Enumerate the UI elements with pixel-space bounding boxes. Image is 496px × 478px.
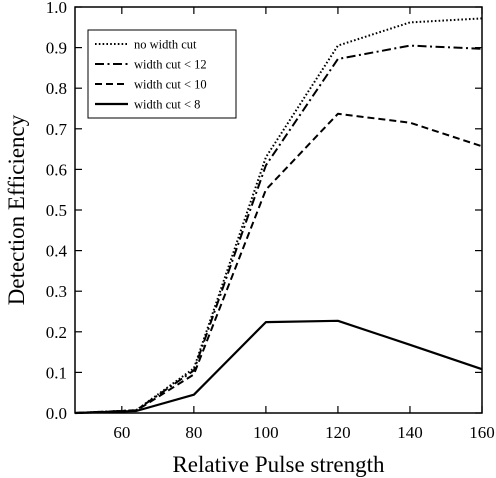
series-line-4 xyxy=(74,319,483,415)
y-tick-label: 0.4 xyxy=(46,242,68,261)
x-tick-label: 160 xyxy=(469,423,495,442)
y-tick-label: 0.2 xyxy=(46,323,67,342)
y-tick-label: 0.9 xyxy=(46,39,67,58)
y-tick-label: 0.1 xyxy=(46,363,67,382)
ticks-layer: 60 80 100 120 140 160 0.0 0.1 0.2 0.3 0.4 0.5 0.6 0.7… xyxy=(46,0,495,442)
x-axis-title: Relative Pulse strength xyxy=(172,452,385,477)
y-tick-label: 0.5 xyxy=(46,201,67,220)
legend-label-1: no width cut xyxy=(134,38,197,52)
legend-label-3: width cut < 10 xyxy=(134,78,207,92)
legend: no width cut width cut < 12 width cut < 10… xyxy=(87,29,237,119)
series-layer xyxy=(74,17,483,415)
y-tick-label: 0.3 xyxy=(46,282,67,301)
legend-label-2: width cut < 12 xyxy=(134,58,207,72)
y-tick-label: 1.0 xyxy=(46,0,67,17)
y-tick-label: 0.0 xyxy=(46,404,67,423)
legend-label-4: width cut < 8 xyxy=(134,98,200,112)
x-tick-label: 60 xyxy=(113,423,130,442)
series-line-3 xyxy=(74,112,483,414)
x-tick-label: 100 xyxy=(253,423,279,442)
x-tick-label: 80 xyxy=(185,423,202,442)
y-tick-label: 0.8 xyxy=(46,79,67,98)
y-tick-label: 0.7 xyxy=(46,120,68,139)
y-axis-title: Detection Efficiency xyxy=(4,114,29,305)
x-tick-label: 120 xyxy=(325,423,351,442)
y-tick-label: 0.6 xyxy=(46,160,67,179)
x-tick-label: 140 xyxy=(397,423,423,442)
